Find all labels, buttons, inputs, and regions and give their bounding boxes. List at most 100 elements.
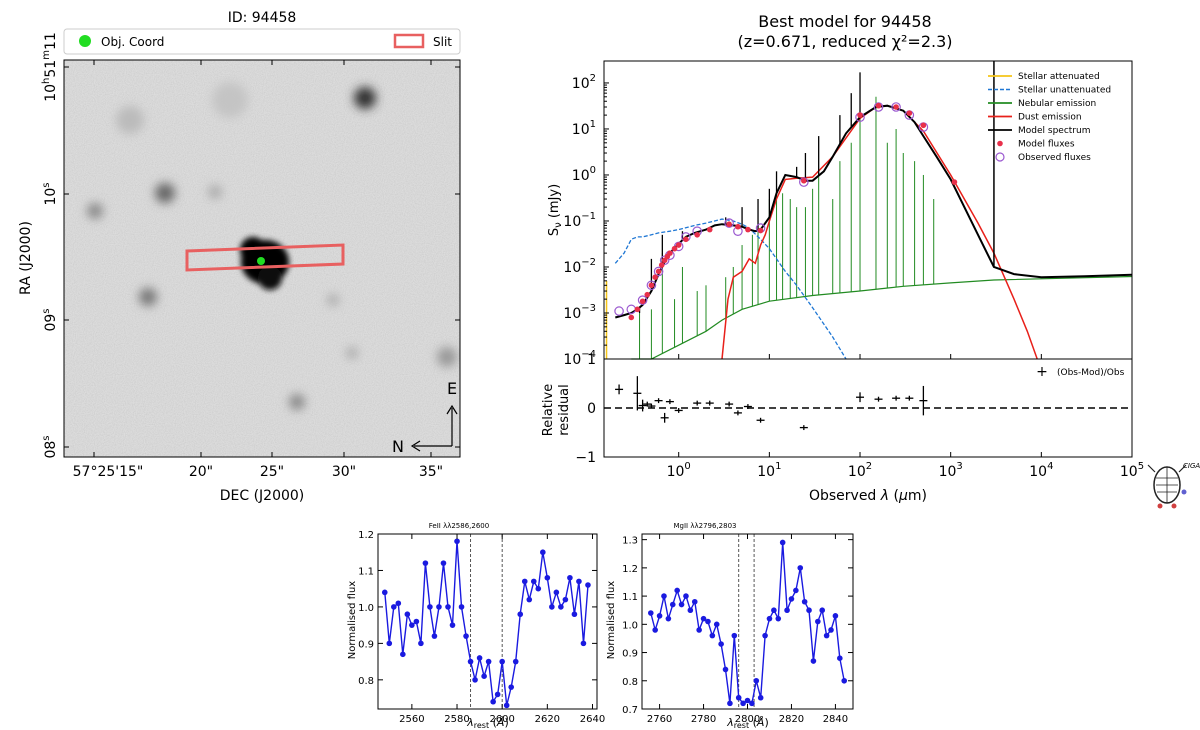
feii-frame bbox=[377, 533, 598, 710]
model-flux-point-13 bbox=[683, 236, 689, 243]
mgii-frame bbox=[641, 533, 854, 710]
model-flux-point-26 bbox=[951, 179, 958, 185]
feii-flux-point-23 bbox=[485, 658, 492, 665]
observed-flux-point-0 bbox=[614, 306, 624, 316]
sed-ytick-label-1: 10−3 bbox=[563, 303, 596, 322]
sed-legend-label-0: Stellar attenuated bbox=[1018, 72, 1100, 82]
model-flux-point-16 bbox=[726, 221, 732, 228]
mgii-flux-point-10 bbox=[691, 598, 698, 605]
sed-xtick-label-4: 104 bbox=[1029, 461, 1053, 480]
mgii-flux-point-33 bbox=[793, 587, 799, 594]
image-frame bbox=[63, 59, 461, 458]
feii-ylabel: Normalised flux bbox=[347, 581, 358, 659]
feii-xtick-label-2: 2600 bbox=[489, 714, 514, 725]
feii-flux-point-10 bbox=[427, 604, 433, 610]
model-flux-point-17 bbox=[735, 223, 741, 230]
feii-flux-series bbox=[384, 541, 589, 706]
feii-flux-point-7 bbox=[413, 618, 420, 625]
feii-xtick-label-1: 2580 bbox=[444, 714, 469, 725]
model-flux-point-22 bbox=[875, 102, 882, 109]
obj-coord-marker bbox=[257, 257, 265, 265]
sed-legend-label-3: Dust emission bbox=[1018, 113, 1082, 123]
mgii-flux-point-7 bbox=[678, 601, 685, 608]
mgii-xtick-label-2: 2800 bbox=[735, 714, 760, 725]
feii-flux-point-37 bbox=[549, 604, 555, 610]
feii-flux-point-11 bbox=[431, 633, 438, 639]
model-flux-point-24 bbox=[906, 110, 913, 117]
feii-flux-point-18 bbox=[463, 633, 469, 639]
sed-xtick-label-2: 102 bbox=[848, 461, 872, 480]
feii-flux-point-33 bbox=[530, 578, 537, 585]
obj-coord-legend-label: Obj. Coord bbox=[101, 35, 164, 49]
mgii-flux-point-12 bbox=[700, 615, 707, 622]
mgii-flux-point-17 bbox=[722, 666, 729, 673]
sed-legend-marker-6 bbox=[995, 152, 1005, 162]
mgii-flux-point-14 bbox=[709, 632, 716, 639]
feii-axes: 2560 2580 2600 2620 2640 0.8 0.9 1.0 1.1 1.2 bbox=[358, 530, 605, 725]
model-flux-point-14 bbox=[694, 232, 701, 238]
mgii-flux-point-9 bbox=[687, 607, 694, 614]
svg-text:CIGALE: CIGALE bbox=[1183, 462, 1200, 470]
sed-ytick-label-2: 10−2 bbox=[563, 257, 596, 276]
mgii-flux-point-38 bbox=[815, 618, 821, 625]
sed-ytick-label-3: 10−1 bbox=[563, 211, 596, 230]
observed-flux-point-16 bbox=[891, 102, 901, 112]
feii-panel: FeII λλ2586,2600 2560 2580 2600 2620 2640 0.8… bbox=[347, 522, 605, 730]
mgii-flux-point-22 bbox=[744, 697, 751, 704]
feii-ytick-label-2: 1.0 bbox=[358, 603, 374, 614]
sed-axes: 10−4 10−3 10−2 1 0 −1 100 101 102 100 101 102 103 104… bbox=[563, 73, 1144, 480]
compass-north-label: N bbox=[392, 437, 404, 456]
mgii-flux-point-34 bbox=[797, 565, 804, 571]
observed-flux-point-4 bbox=[653, 266, 664, 277]
feii-flux-point-24 bbox=[490, 698, 496, 705]
feii-flux-point-3 bbox=[395, 600, 402, 607]
image-legend-box bbox=[63, 28, 461, 55]
observed-flux-point-13 bbox=[799, 177, 809, 187]
mgii-flux-point-5 bbox=[669, 601, 676, 608]
image-xtick-2: 25" bbox=[260, 464, 284, 480]
sed-ytick-label-4: 100 bbox=[572, 165, 596, 184]
mgii-xtick-label-4: 2840 bbox=[823, 714, 848, 725]
mgii-flux-point-30 bbox=[779, 539, 786, 546]
sed-legend-label-4: Model spectrum bbox=[1018, 126, 1090, 136]
mgii-flux-point-26 bbox=[762, 632, 768, 639]
feii-flux-point-25 bbox=[494, 691, 501, 698]
mgii-flux-point-13 bbox=[705, 618, 711, 625]
mgii-flux-point-23 bbox=[749, 700, 755, 707]
model-flux-point-18 bbox=[745, 226, 751, 233]
mgii-ytick-label-4: 1.1 bbox=[622, 592, 638, 603]
feii-flux-point-40 bbox=[562, 596, 569, 603]
sed-legend-label-1: Stellar unattenuated bbox=[1018, 86, 1111, 96]
residual-marks bbox=[604, 376, 1132, 431]
model-flux-point-25 bbox=[920, 122, 927, 129]
feii-ytick-label-4: 1.2 bbox=[358, 530, 374, 541]
sed-ylabel: Sν (mJy) bbox=[547, 184, 564, 236]
observed-flux-point-2 bbox=[637, 295, 648, 305]
image-ytick-2: 09s bbox=[41, 308, 59, 331]
mgii-panel: MgII λλ2796,2803 2760 2780 2800 2820 2840 0.7… bbox=[606, 522, 854, 730]
image-xaxis bbox=[93, 60, 432, 457]
image-ytick-1: 10s bbox=[41, 182, 59, 205]
compass-east-label: E bbox=[447, 379, 457, 398]
mgii-flux-point-42 bbox=[832, 613, 839, 619]
mgii-flux-point-35 bbox=[801, 598, 808, 605]
sed-ytick-label-5: 101 bbox=[572, 119, 596, 138]
image-xtick-0: 57°25'15" bbox=[73, 464, 144, 480]
observed-flux-point-3 bbox=[646, 280, 657, 291]
feii-xlabel: λrest (Å) bbox=[466, 716, 508, 730]
mgii-flux-point-25 bbox=[757, 694, 764, 701]
sed-ytick-label-6: 102 bbox=[572, 73, 596, 92]
sed-marks bbox=[605, 61, 1133, 360]
feii-flux-point-44 bbox=[580, 640, 587, 647]
residual-ylabel-line1: Relative bbox=[541, 384, 556, 436]
mgii-flux-point-20 bbox=[735, 694, 742, 701]
image-xtick-3: 30" bbox=[332, 464, 356, 480]
feii-xtick-label-0: 2560 bbox=[399, 714, 424, 725]
sed-panel: Best model for 94458 (z=0.671, reduced χ… bbox=[541, 12, 1200, 509]
residual-ytick-label-1: 0 bbox=[587, 401, 596, 417]
mgii-flux-point-37 bbox=[810, 658, 817, 664]
sed-xtick-label-1: 101 bbox=[757, 461, 781, 480]
feii-xtick-label-3: 2620 bbox=[535, 714, 560, 725]
feii-flux-point-1 bbox=[386, 640, 393, 647]
